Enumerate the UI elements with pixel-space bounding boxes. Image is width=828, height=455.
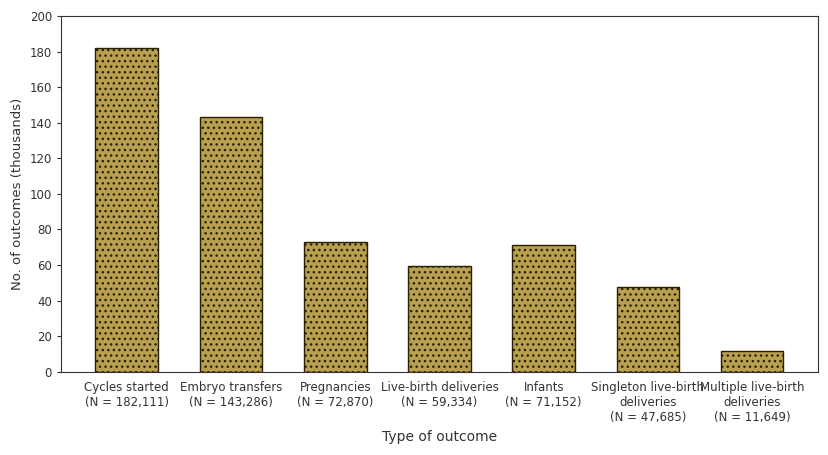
Y-axis label: No. of outcomes (thousands): No. of outcomes (thousands) — [11, 98, 24, 290]
Bar — [95, 48, 158, 372]
Bar — [720, 351, 782, 372]
Bar — [616, 287, 678, 372]
Bar — [200, 117, 262, 372]
X-axis label: Type of outcome: Type of outcome — [382, 430, 497, 444]
Bar — [512, 245, 575, 372]
Bar — [304, 242, 366, 372]
Bar — [407, 266, 470, 372]
